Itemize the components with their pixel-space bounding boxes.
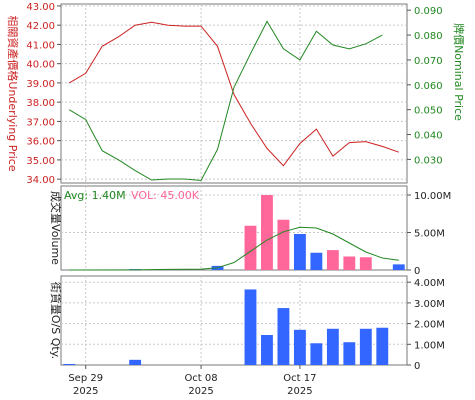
right-tick-label: 0.060 (414, 81, 443, 92)
right-tick-label: 1.00M (414, 340, 445, 351)
plot-frame (60, 185, 408, 271)
volume-bar (392, 264, 405, 270)
outstanding-bar (326, 328, 339, 365)
outstanding-panel: 0 1.00M 2.00M 3.00M 4.00M 街貨量O/S Qty. (49, 275, 445, 372)
underlying-price-axis-title: 相關資產價格Underlying Price (6, 15, 20, 171)
right-tick-label: 0 (414, 361, 420, 372)
outstanding-bar (277, 308, 290, 365)
outstanding-bar (376, 327, 389, 365)
right-tick-label: 10.00M (414, 191, 451, 202)
price-panel: 34.00 35.00 36.00 37.00 38.00 39.00 40.00 41.00… (6, 2, 466, 186)
right-tick-label: 0.080 (414, 31, 443, 42)
volume-axis-title: 成交量Volume (49, 191, 63, 265)
right-tick-label: 0.030 (414, 155, 443, 166)
left-tick-label: 35.00 (26, 156, 55, 167)
x-tick-label: Sep 29 (68, 373, 103, 384)
volume-bar (261, 195, 273, 270)
left-tick-label: 34.00 (26, 175, 55, 186)
left-tick-label: 43.00 (26, 2, 55, 13)
right-tick-label: 0.050 (414, 106, 443, 117)
volume-bar (293, 234, 306, 270)
outstanding-bar (343, 342, 356, 365)
volume-bar (244, 225, 257, 270)
left-tick-label: 41.00 (26, 40, 55, 51)
x-tick-label: Oct 08 (184, 373, 217, 384)
left-tick-label: 40.00 (26, 60, 55, 71)
nominal-price-axis-title: 牌價Nominal Price (452, 23, 466, 121)
underlying-price-line (68, 21, 399, 167)
date-axis: Sep 29 2025 Oct 08 2025 Oct 17 2025 (68, 365, 317, 397)
right-tick-label: 0.070 (414, 56, 443, 67)
x-tick-year: 2025 (73, 386, 98, 397)
outstanding-bar (129, 359, 142, 365)
left-tick-label: 36.00 (26, 137, 55, 148)
outstanding-bar (293, 329, 306, 365)
volume-bar (277, 219, 290, 270)
volume-panel: 0 5.00M 10.00M Avg: 1.40M VOL: 45.00K 成交量Volu… (49, 185, 451, 277)
outstanding-bar (261, 334, 273, 365)
volume-bar (343, 256, 356, 270)
x-tick-year: 2025 (188, 386, 213, 397)
current-volume-legend: VOL: 45.00K (131, 189, 200, 202)
outstanding-bar (244, 289, 257, 365)
right-tick-label: 0 (414, 266, 420, 277)
average-volume-line (69, 226, 399, 271)
outstanding-bar (310, 343, 323, 365)
right-tick-label: 0.090 (414, 6, 443, 17)
volume-bar (326, 250, 339, 270)
left-tick-label: 39.00 (26, 79, 55, 90)
right-tick-label: 2.00M (414, 320, 445, 331)
outstanding-bar (359, 328, 372, 365)
average-volume-legend: Avg: 1.40M (64, 189, 126, 202)
right-tick-label: 3.00M (414, 299, 445, 310)
x-tick-year: 2025 (287, 386, 312, 397)
right-tick-label: 5.00M (414, 229, 445, 240)
left-tick-label: 38.00 (26, 98, 55, 109)
right-tick-label: 4.00M (414, 278, 445, 289)
x-tick-label: Oct 17 (283, 373, 316, 384)
outstanding-axis-title: 街貨量O/S Qty. (49, 282, 63, 359)
right-tick-label: 0.040 (414, 131, 443, 142)
nominal-price-line (68, 20, 383, 182)
left-tick-label: 42.00 (26, 21, 55, 32)
volume-bar (310, 252, 323, 270)
outstanding-bar (63, 363, 76, 365)
volume-bar (359, 257, 372, 270)
left-tick-label: 37.00 (26, 117, 55, 128)
